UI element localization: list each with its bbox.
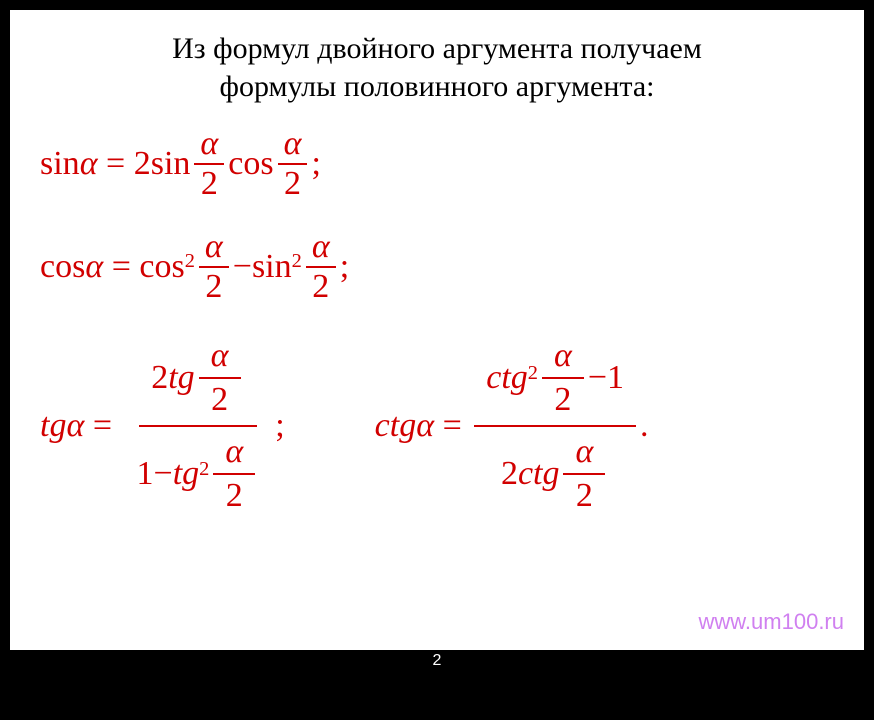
fn-cos: cos: [228, 145, 273, 183]
title-line-1: Из формул двойного аргумента получаем: [172, 32, 702, 65]
ctg-main-frac: ctg2 α 2 − 1 2ctg: [474, 331, 636, 521]
semicolon: ;: [311, 145, 320, 183]
formula-ctg: ctgα = ctg2 α 2 − 1: [375, 331, 649, 521]
slide: Из формул двойного аргумента получаем фо…: [10, 10, 864, 650]
two: 2: [134, 145, 151, 183]
eq: =: [106, 145, 125, 183]
formula-tg: tgα = 2tg α 2 1: [40, 331, 285, 521]
fn-cos2: cos: [40, 248, 85, 286]
slide-title: Из формул двойного аргумента получаем фо…: [10, 10, 864, 115]
frac-a2-2: α 2: [278, 125, 308, 203]
formula-area: sin α = 2 sin α 2 cos α 2 ; cos α = cos2…: [10, 115, 864, 521]
title-line-2: формулы половинного аргумента:: [220, 70, 655, 103]
formula-cos: cos α = cos2 α 2 − sin2 α 2 ;: [40, 228, 834, 306]
frac-a2-1: α 2: [194, 125, 224, 203]
fn-sin2: sin: [151, 145, 191, 183]
formula-sin: sin α = 2 sin α 2 cos α 2 ;: [40, 125, 834, 203]
frac-a2-4: α 2: [306, 228, 336, 306]
page-number: 2: [0, 652, 874, 670]
fn-sin: sin: [40, 145, 80, 183]
frac-a2-3: α 2: [199, 228, 229, 306]
watermark-text: www.um100.ru: [698, 609, 844, 635]
tg-main-frac: 2tg α 2 1 − tg2 α: [125, 331, 272, 521]
alpha: α: [80, 145, 98, 183]
formula-row-tg-ctg: tgα = 2tg α 2 1: [40, 331, 834, 521]
